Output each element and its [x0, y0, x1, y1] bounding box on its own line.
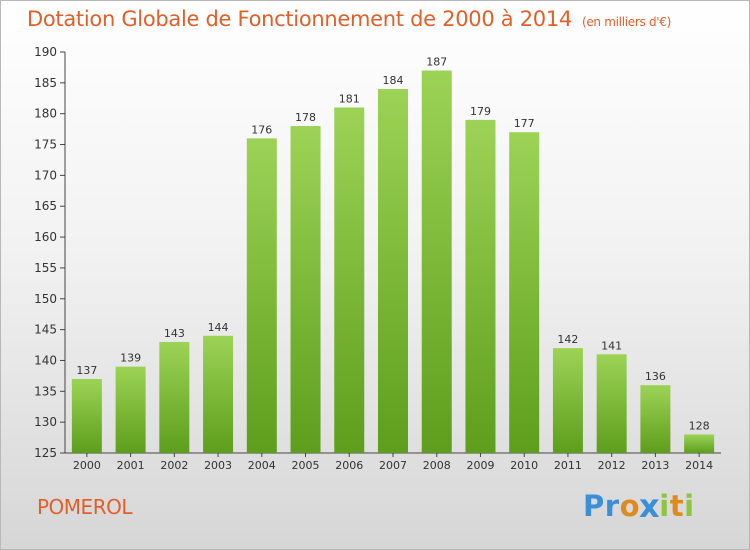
commune-name: POMEROL — [37, 495, 132, 519]
bar — [378, 89, 408, 453]
bar-value-label: 181 — [339, 93, 360, 106]
bar — [465, 119, 496, 453]
logo-letter: P — [583, 489, 605, 523]
bar-value-label: 139 — [120, 352, 141, 365]
y-tick-label: 180 — [34, 107, 57, 121]
logo-letter: i — [659, 489, 670, 523]
logo-letter: x — [639, 487, 661, 525]
chart-title-text: Dotation Globale de Fonctionnement de 20… — [27, 7, 572, 31]
logo-letter: r — [604, 489, 620, 523]
y-tick-label: 140 — [34, 353, 57, 367]
bar-value-label: 143 — [164, 327, 185, 340]
bar — [640, 385, 671, 453]
logo-letter: o — [619, 489, 641, 523]
bar-value-label: 184 — [383, 74, 404, 87]
bar-value-label: 179 — [470, 105, 491, 118]
y-tick-label: 160 — [34, 230, 57, 244]
bar — [596, 354, 627, 453]
y-tick-label: 170 — [34, 168, 57, 182]
bar-value-label: 137 — [76, 364, 97, 377]
bar — [684, 434, 715, 453]
x-tick-label: 2002 — [160, 459, 188, 472]
x-tick-label: 2008 — [423, 459, 451, 472]
y-tick-label: 130 — [34, 415, 57, 429]
y-tick-label: 175 — [34, 138, 57, 152]
logo-letter: t — [669, 489, 685, 523]
y-tick-label: 155 — [34, 261, 57, 275]
x-tick-label: 2012 — [598, 459, 626, 472]
bar — [334, 107, 365, 454]
y-tick-label: 150 — [34, 292, 57, 306]
y-tick-label: 190 — [34, 45, 57, 59]
bar — [115, 366, 146, 453]
bar — [203, 335, 234, 453]
bar — [159, 341, 190, 453]
chart-subtitle: (en milliers d'€) — [581, 15, 671, 29]
x-tick-label: 2001 — [117, 459, 145, 472]
bar — [290, 126, 321, 454]
bar-value-label: 128 — [689, 419, 710, 432]
x-tick-label: 2011 — [554, 459, 582, 472]
bar-value-label: 144 — [208, 321, 229, 334]
bar-value-label: 141 — [601, 339, 622, 352]
chart-title: Dotation Globale de Fonctionnement de 20… — [27, 7, 671, 31]
x-tick-label: 2000 — [73, 459, 101, 472]
x-tick-label: 2005 — [292, 459, 320, 472]
y-tick-label: 145 — [34, 323, 57, 337]
bar — [71, 378, 102, 453]
x-tick-label: 2009 — [466, 459, 494, 472]
x-tick-label: 2004 — [248, 459, 276, 472]
logo-letter: i — [684, 489, 695, 523]
y-tick-label: 125 — [34, 446, 57, 460]
bar — [421, 70, 452, 453]
bar-value-label: 142 — [557, 333, 578, 346]
x-tick-label: 2003 — [204, 459, 232, 472]
y-tick-label: 185 — [34, 76, 57, 90]
x-tick-label: 2013 — [641, 459, 669, 472]
proxiti-logo: Proxiti — [583, 487, 695, 525]
x-tick-label: 2010 — [510, 459, 538, 472]
bar-value-label: 176 — [251, 123, 272, 136]
bar-value-label: 177 — [514, 117, 535, 130]
bar-value-label: 136 — [645, 370, 666, 383]
bar-value-label: 178 — [295, 111, 316, 124]
y-tick-label: 135 — [34, 384, 57, 398]
bar — [552, 348, 583, 453]
bar — [509, 132, 540, 453]
bar-value-label: 187 — [426, 56, 447, 69]
x-tick-label: 2007 — [379, 459, 407, 472]
x-tick-label: 2014 — [685, 459, 713, 472]
bar — [246, 138, 277, 453]
x-tick-label: 2006 — [335, 459, 363, 472]
y-tick-label: 165 — [34, 199, 57, 213]
